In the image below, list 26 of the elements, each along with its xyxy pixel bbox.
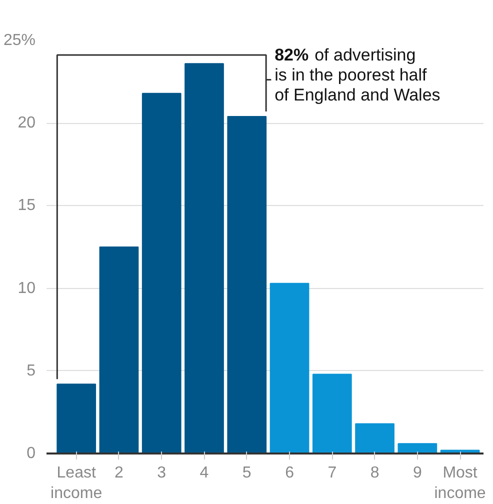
bar	[355, 423, 394, 454]
y-tick-label: 10	[18, 280, 36, 297]
y-tick-label: 15	[18, 197, 36, 214]
bar	[312, 374, 352, 454]
x-tick-label: 4	[200, 464, 209, 482]
bar	[56, 384, 96, 454]
bar	[270, 282, 310, 454]
bar	[99, 246, 139, 454]
y-tick-label: 0	[26, 445, 36, 462]
bar	[184, 63, 224, 454]
x-tick-label: 9	[412, 464, 422, 482]
bar	[398, 443, 438, 454]
x-tick-label: 2	[114, 464, 124, 482]
x-tick-label: 3	[157, 464, 166, 482]
bar	[142, 92, 182, 454]
y-tick-label: 5	[26, 362, 36, 380]
annotation: 82% of advertising is in the poorest half of England and Wales	[274, 45, 440, 104]
bar	[227, 116, 267, 454]
y-tick-label: 25%	[3, 32, 36, 49]
x-tick-label: 8	[370, 464, 380, 482]
x-tick-label: 5	[242, 464, 252, 482]
x-tick-label: 6	[285, 464, 294, 482]
x-tick-label: 7	[328, 464, 337, 482]
y-tick-label: 20	[18, 114, 36, 132]
x-tick-label: Most income	[434, 464, 486, 502]
x-tick-label: Least income	[50, 464, 102, 502]
